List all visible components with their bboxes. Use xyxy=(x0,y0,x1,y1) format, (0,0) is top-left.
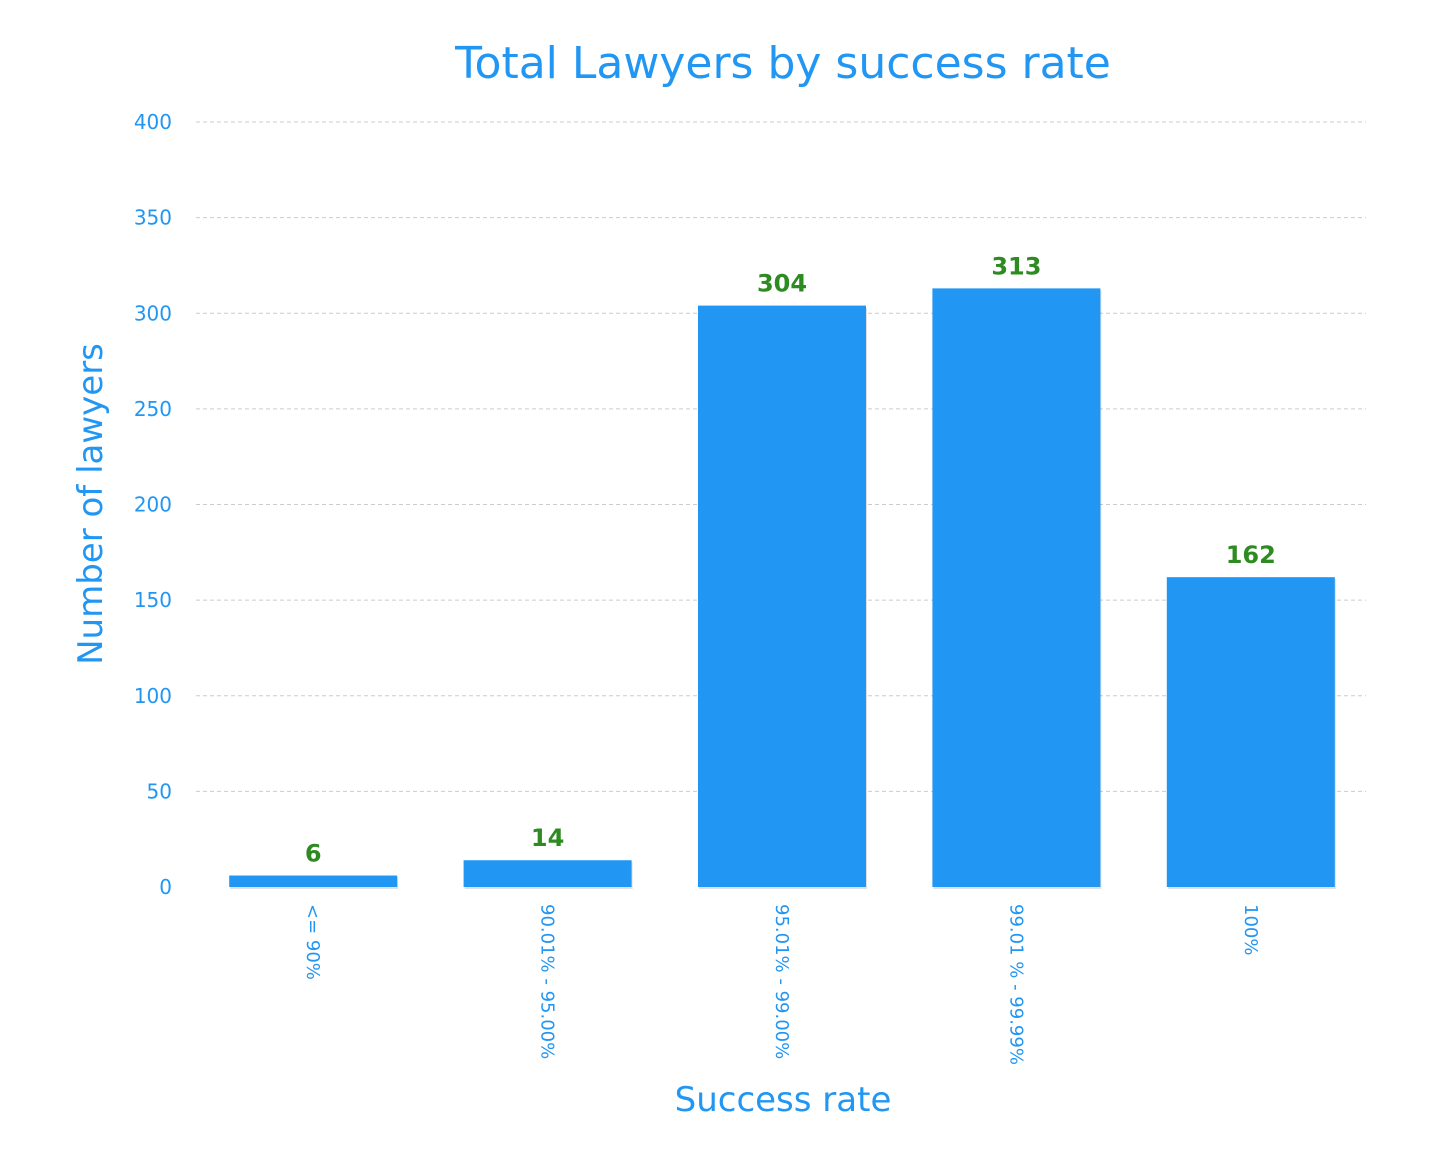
x-axis-title: Success rate xyxy=(675,1080,892,1120)
data-label: 313 xyxy=(991,252,1041,280)
x-tick-label: 100% xyxy=(1240,904,1261,955)
bar xyxy=(698,305,866,888)
y-tick-label: 0 xyxy=(159,875,172,899)
data-label: 14 xyxy=(531,824,564,852)
x-tick-label: <= 90% xyxy=(302,904,323,980)
y-tick-label: 350 xyxy=(134,206,172,230)
y-axis-title: Number of lawyers xyxy=(71,343,111,665)
bars xyxy=(229,288,1336,890)
y-tick-label: 100 xyxy=(134,684,172,708)
x-axis-ticks: <= 90% 90.01% - 95.00% 95.01% - 99.00% 99.0… xyxy=(302,904,1261,1065)
data-label: 6 xyxy=(305,840,322,868)
data-labels: 6 14 304 313 162 xyxy=(305,252,1276,867)
bar xyxy=(463,860,632,887)
data-label: 162 xyxy=(1226,541,1276,569)
bar xyxy=(932,288,1101,887)
y-tick-label: 300 xyxy=(134,301,172,325)
data-label: 304 xyxy=(757,270,807,298)
y-tick-label: 150 xyxy=(134,588,172,612)
x-tick-label: 99.01 % - 99.99% xyxy=(1005,904,1026,1065)
y-tick-label: 400 xyxy=(134,110,172,134)
x-tick-label: 90.01% - 95.00% xyxy=(537,904,558,1059)
y-tick-label: 50 xyxy=(147,779,172,803)
y-axis-ticks: 0 50 100 150 200 250 300 350 400 xyxy=(134,110,172,899)
x-tick-label: 95.01% - 99.00% xyxy=(771,904,792,1059)
chart-title: Total Lawyers by success rate xyxy=(454,38,1111,89)
bar xyxy=(229,875,398,887)
y-tick-label: 200 xyxy=(134,493,172,517)
y-tick-label: 250 xyxy=(134,397,172,421)
bar xyxy=(1166,577,1335,887)
